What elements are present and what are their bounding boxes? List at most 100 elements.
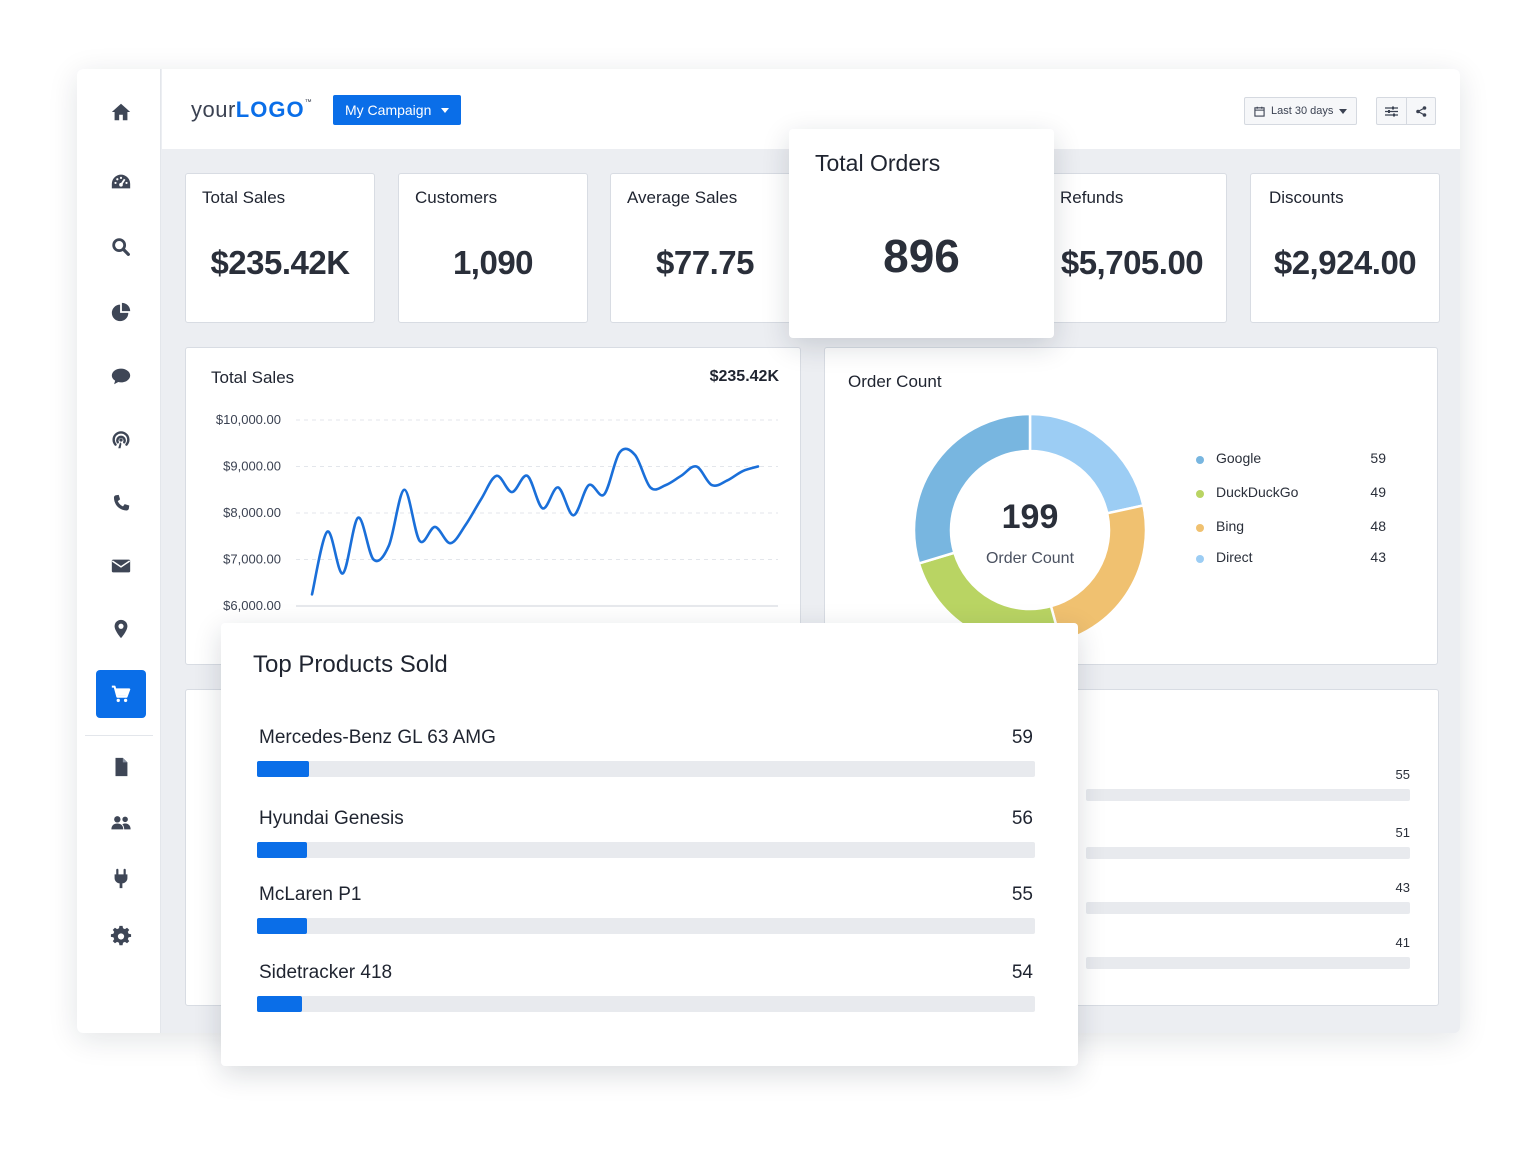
product-row[interactable]: Sidetracker 418 54 [257,962,1035,1022]
calendar-icon [1254,106,1265,117]
pie-chart-icon [111,302,131,322]
nav-email[interactable] [96,542,146,590]
search-icon [112,238,130,256]
nav-search[interactable] [96,223,146,271]
list-item: 55 [1086,767,1410,807]
legend-swatch [1196,490,1204,498]
toolbar-actions [1376,97,1436,125]
product-bar-fill [257,996,303,1012]
legend-swatch [1196,524,1204,532]
product-row[interactable]: Mercedes-Benz GL 63 AMG 59 [257,727,1035,787]
sliders-icon [1385,106,1398,116]
kpi-customers: Customers 1,090 [398,173,588,323]
nav-calls[interactable] [96,480,146,528]
kpi-discounts: Discounts $2,924.00 [1250,173,1440,323]
list-item: 43 [1086,880,1410,920]
nav-integrations[interactable] [96,855,146,903]
nav-dashboard[interactable] [96,158,146,206]
kpi-title: Discounts [1269,188,1344,207]
nav-reports[interactable] [96,288,146,336]
product-bar-fill [257,918,307,934]
nav-ecommerce[interactable] [96,670,146,718]
product-value: 55 [1011,884,1033,905]
list-item: 51 [1086,825,1410,865]
location-pin-icon [114,619,128,639]
list-item-value: 41 [1395,935,1410,950]
legend-label: Direct [1216,549,1253,565]
product-bar-track [257,996,1035,1012]
nav-podcast[interactable] [96,416,146,464]
list-item-value: 51 [1395,825,1410,840]
sidebar [77,69,161,1033]
legend-item[interactable]: Bing 48 [1196,518,1386,538]
donut-center-label: Order Count [986,550,1075,567]
donut-slice-google [912,412,1032,565]
date-range-dropdown[interactable]: Last 30 days [1244,97,1358,125]
kpi-average-sales: Average Sales $77.75 [610,173,800,323]
list-item-bar-track [1086,957,1410,969]
list-item: 41 [1086,935,1410,975]
product-bar-fill [257,842,307,858]
chat-icon [111,368,131,385]
product-row[interactable]: McLaren P1 55 [257,884,1035,944]
nav-divider [85,735,153,736]
background-list: 55 51 43 41 [1086,767,1410,997]
nav-settings[interactable] [96,912,146,960]
share-button[interactable] [1406,98,1435,124]
dashboard-icon [111,174,131,189]
product-bar-fill [257,761,310,777]
top-products-card: Top Products Sold Mercedes-Benz GL 63 AM… [221,623,1078,1066]
brand-logo[interactable]: yourLOGO™ [191,97,313,122]
product-bar-track [257,761,1035,777]
y-tick-label: $7,000.00 [223,552,281,567]
legend-label: Bing [1216,518,1245,534]
file-icon [115,757,128,777]
product-value: 54 [1011,962,1033,983]
kpi-refunds: Refunds $5,705.00 [1037,173,1227,323]
legend-swatch [1196,456,1204,464]
chevron-down-icon [441,107,450,113]
product-name: Hyundai Genesis [259,808,404,829]
kpi-title: Average Sales [627,188,738,207]
nav-chat[interactable] [96,352,146,400]
kpi-value: $2,924.00 [1273,244,1417,281]
list-item-value: 43 [1395,880,1410,895]
y-tick-label: $10,000.00 [216,412,281,427]
kpi-title: Refunds [1060,188,1124,207]
shopping-cart-icon [111,685,131,703]
gear-icon [110,925,132,946]
chart-title: Total Sales [211,368,295,387]
legend-value: 43 [1370,549,1386,565]
date-range-label: Last 30 days [1271,105,1334,117]
product-row[interactable]: Hyundai Genesis 56 [257,808,1035,868]
legend-item[interactable]: Google 59 [1196,450,1386,470]
legend-value: 59 [1370,450,1386,466]
donut-slice-bing [1049,503,1148,644]
filter-button[interactable] [1377,98,1406,124]
kpi-value: $5,705.00 [1060,244,1204,281]
kpi-value: $77.75 [656,244,754,281]
product-bar-track [257,918,1035,934]
order-count-donut: 199 Order Count [912,412,1148,648]
list-item-value: 55 [1395,767,1410,782]
plug-icon [114,868,128,889]
kpi-value: 1,090 [452,244,534,281]
nav-reports-file[interactable] [96,743,146,791]
donut-center-value: 199 [1002,498,1059,536]
legend-item[interactable]: Direct 43 [1196,549,1386,569]
campaign-dropdown[interactable]: My Campaign [333,95,462,125]
nav-home[interactable] [96,88,146,136]
phone-icon [113,494,130,511]
kpi-total-sales: Total Sales $235.42K [185,173,375,323]
product-name: McLaren P1 [259,884,362,905]
product-name: Sidetracker 418 [259,962,393,983]
list-item-bar-track [1086,789,1410,801]
campaign-label: My Campaign [345,102,432,118]
nav-local[interactable] [96,605,146,653]
legend-item[interactable]: DuckDuckGo 49 [1196,484,1386,504]
list-item-bar-track [1086,847,1410,859]
nav-users[interactable] [96,799,146,847]
y-tick-label: $8,000.00 [223,505,281,520]
product-value: 56 [1011,808,1033,829]
product-value: 59 [1011,727,1033,748]
